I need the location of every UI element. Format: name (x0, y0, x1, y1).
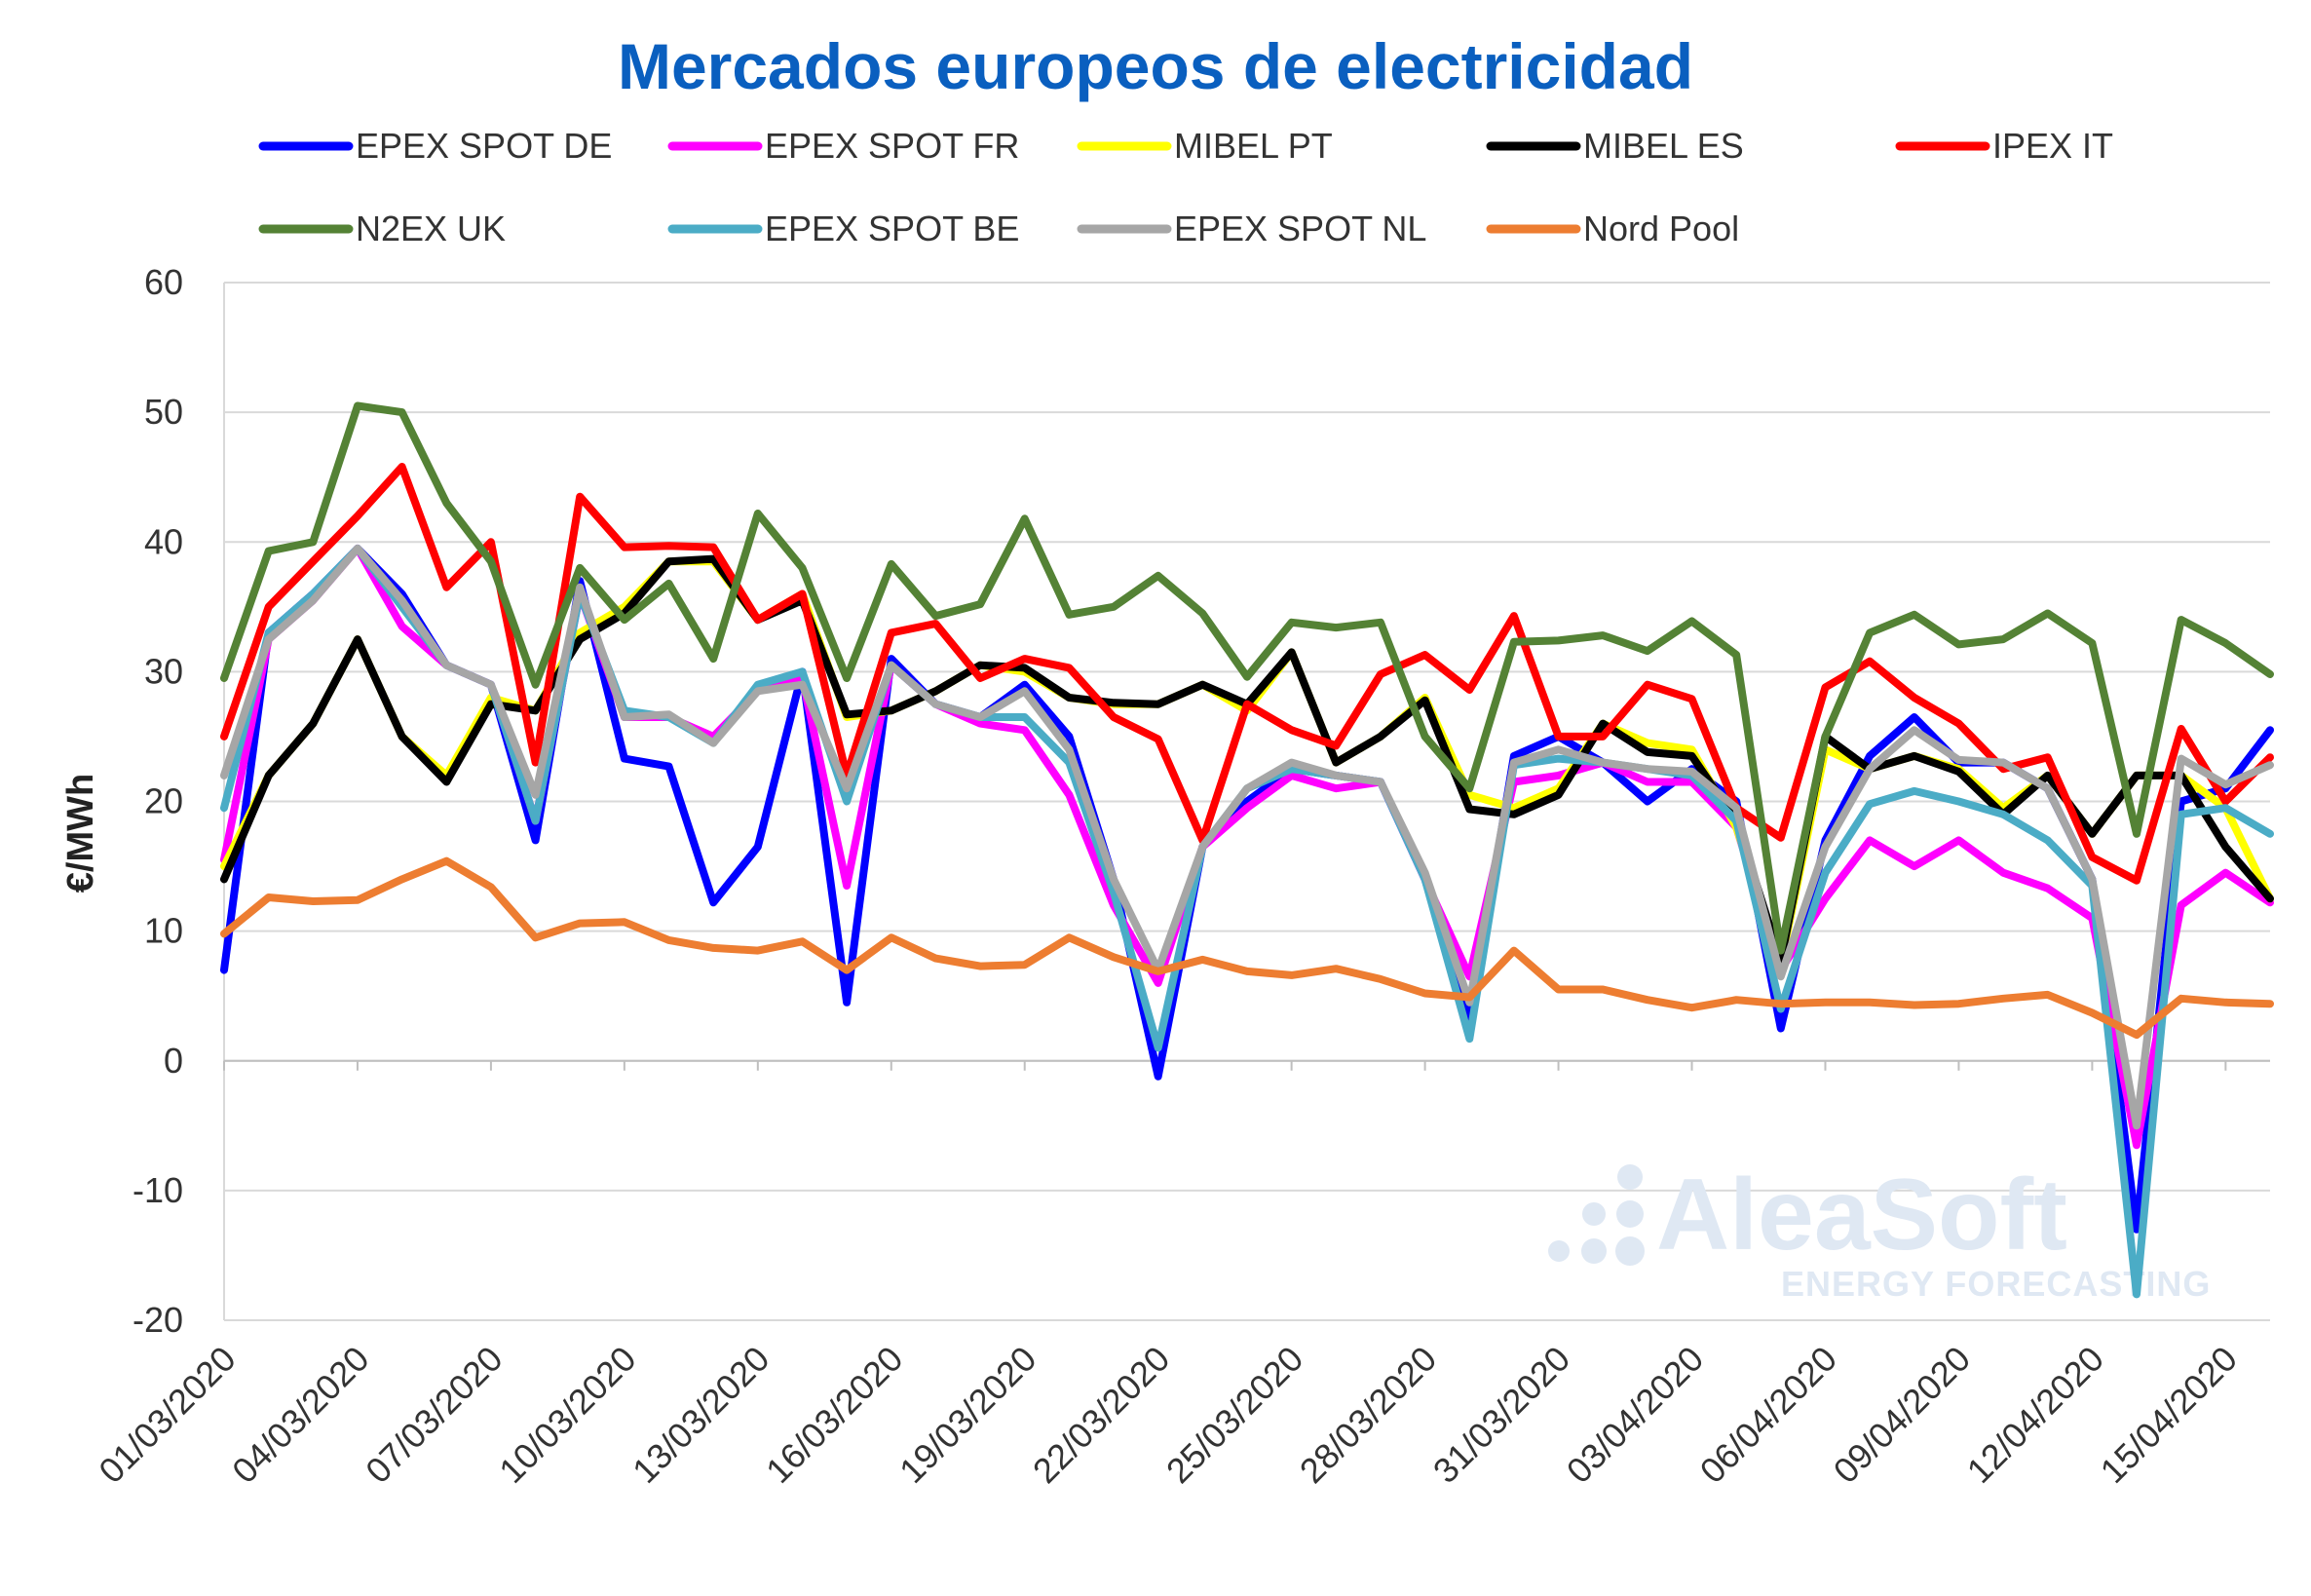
x-tick-label: 09/04/2020 (1826, 1339, 1978, 1491)
x-tick-label: 13/03/2020 (625, 1339, 777, 1491)
x-tick-label: 16/03/2020 (758, 1339, 910, 1491)
series-line-ipex-it (220, 463, 2274, 885)
chart-title: Mercados europeos de electricidad (617, 30, 1694, 102)
legend-label: MIBEL ES (1583, 126, 1744, 166)
x-tick-label: 19/03/2020 (891, 1339, 1043, 1491)
x-tick-label: 10/03/2020 (491, 1339, 643, 1491)
series-lines (220, 401, 2274, 1299)
legend-label: N2EX UK (356, 209, 506, 248)
y-tick-label: -10 (133, 1170, 183, 1210)
watermark-brand: AleaSoft (1656, 1159, 2067, 1272)
y-tick-label: 0 (164, 1041, 183, 1081)
x-tick-label: 01/03/2020 (91, 1339, 243, 1491)
x-tick-label: 04/03/2020 (224, 1339, 376, 1491)
x-tick-labels: 01/03/202004/03/202007/03/202010/03/2020… (91, 1339, 2245, 1491)
y-tick-label: 40 (144, 521, 183, 561)
y-tick-label: -20 (133, 1300, 183, 1340)
y-tick-label: 30 (144, 651, 183, 691)
series-line-n2ex-uk (220, 401, 2274, 955)
x-tick-label: 28/03/2020 (1292, 1339, 1444, 1491)
series-line-nord-pool (220, 856, 2274, 1040)
legend-label: EPEX SPOT NL (1174, 209, 1426, 248)
y-tick-label: 20 (144, 781, 183, 821)
x-tick-label: 07/03/2020 (358, 1339, 510, 1491)
watermark-dots-icon (1548, 1164, 1645, 1266)
y-tick-label: 10 (144, 911, 183, 951)
legend: EPEX SPOT DE EPEX SPOT FR MIBEL PT MIBEL ES… (258, 126, 2113, 248)
y-tick-labels: 60 50 40 30 20 10 0 -10 -20 (133, 262, 183, 1340)
series-line-epex-spot-nl (220, 544, 2274, 1130)
x-tick-label: 03/04/2020 (1559, 1339, 1711, 1491)
x-tick-label: 06/04/2020 (1692, 1339, 1844, 1491)
x-tick-label: 22/03/2020 (1025, 1339, 1177, 1491)
watermark-tagline: ENERGY FORECASTING (1781, 1264, 2211, 1304)
legend-label: EPEX SPOT DE (356, 126, 612, 166)
legend-label: MIBEL PT (1174, 126, 1333, 166)
x-tick-label: 25/03/2020 (1158, 1339, 1310, 1491)
watermark-logo: AleaSoft ENERGY FORECASTING (1548, 1159, 2211, 1304)
x-tick-label: 15/04/2020 (2093, 1339, 2245, 1491)
x-tick-label: 31/03/2020 (1425, 1339, 1577, 1491)
y-tick-label: 60 (144, 262, 183, 302)
legend-label: Nord Pool (1583, 209, 1739, 248)
y-axis-label: €/MWh (60, 774, 101, 893)
series-line-epex-spot-fr (220, 544, 2274, 1150)
y-tick-label: 50 (144, 392, 183, 432)
series-line-epex-spot-de (220, 544, 2274, 1234)
legend-label: EPEX SPOT FR (765, 126, 1019, 166)
legend-label: IPEX IT (1992, 126, 2113, 166)
legend-label: EPEX SPOT BE (765, 209, 1019, 248)
x-tick-label: 12/04/2020 (1959, 1339, 2111, 1491)
